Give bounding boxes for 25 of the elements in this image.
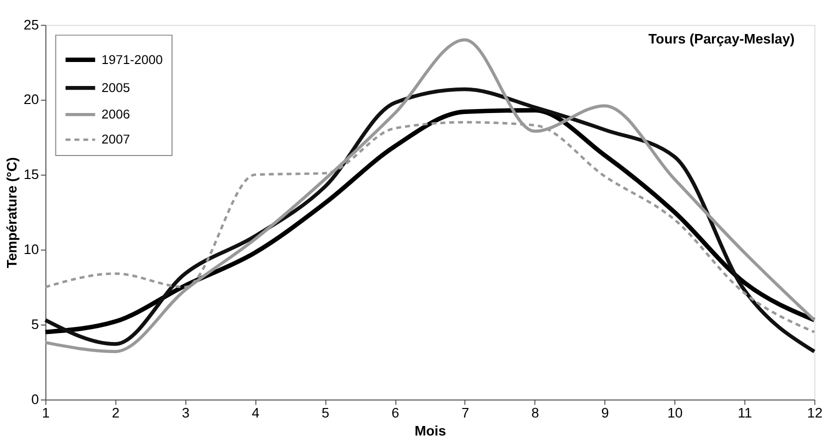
x-axis-title: Mois (414, 423, 446, 438)
x-tick-label: 5 (322, 406, 330, 421)
x-tick-label: 11 (738, 406, 752, 421)
x-tick-label: 6 (392, 406, 400, 421)
y-tick-label: 10 (24, 242, 40, 258)
legend-label: 1971-2000 (102, 52, 163, 67)
x-tick-label: 12 (807, 406, 822, 421)
legend-label: 2007 (102, 132, 130, 147)
y-tick-label: 5 (31, 316, 40, 332)
x-tick-label: 8 (531, 406, 540, 421)
x-tick-label: 4 (252, 406, 260, 421)
x-tick-label: 1 (42, 406, 50, 421)
x-tick-label: 7 (461, 406, 470, 421)
legend-label: 2005 (102, 80, 130, 95)
x-tick-label: 10 (667, 406, 683, 421)
y-tick-label: 15 (24, 167, 40, 182)
y-tick-label: 0 (31, 392, 40, 407)
legend-label: 2006 (102, 106, 130, 122)
x-tick-label: 3 (182, 406, 190, 421)
y-tick-label: 25 (24, 17, 40, 32)
y-axis-title: Température (°C) (4, 157, 20, 268)
x-tick-label: 2 (112, 406, 120, 421)
y-tick-label: 20 (24, 92, 40, 108)
x-tick-label: 9 (601, 406, 610, 421)
annotation: Tours (Parçay-Meslay) (648, 32, 795, 47)
